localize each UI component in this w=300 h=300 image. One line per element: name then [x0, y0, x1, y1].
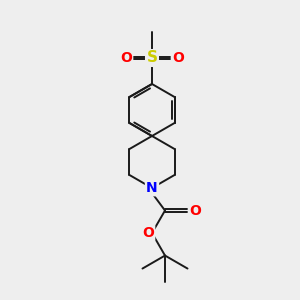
Text: O: O — [142, 226, 154, 240]
Text: N: N — [146, 181, 158, 195]
Text: O: O — [189, 203, 201, 218]
Text: O: O — [172, 51, 184, 65]
Text: S: S — [146, 50, 158, 65]
Text: O: O — [120, 51, 132, 65]
